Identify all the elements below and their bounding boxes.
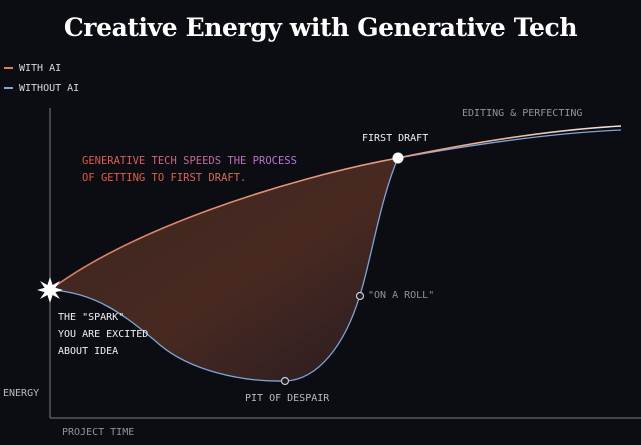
first-draft-label: FIRST DRAFT — [362, 133, 429, 144]
legend-label-without-ai: WITHOUT AI — [19, 82, 80, 94]
ai-speedup-note: GENERATIVE TECH SPEEDS THE PROCESS OF GE… — [82, 153, 297, 187]
note-line-1-text: GENERATIVE TECH SPEEDS THE PROCESS — [82, 155, 297, 167]
legend-swatch-without-ai — [4, 87, 13, 89]
spark-label-line-3: ABOUT IDEA — [58, 346, 119, 357]
on-a-roll-dot-icon — [355, 291, 365, 301]
spark-label-line-1: THE "SPARK" — [58, 312, 125, 323]
editing-label: EDITING & PERFECTING — [462, 108, 583, 119]
legend-item-with-ai: WITH AI — [4, 58, 79, 78]
diagram-title: Creative Energy with Generative Tech — [63, 13, 578, 42]
without-ai-curve — [49, 129, 622, 382]
spark-label: THE "SPARK" YOU ARE EXCITED ABOUT IDEA — [58, 309, 148, 360]
y-axis-label: ENERGY — [3, 388, 40, 399]
note-line-2: OF GETTING TO FIRST DRAFT. — [82, 170, 297, 187]
with-ai-curve — [49, 125, 622, 291]
x-axis-label: PROJECT TIME — [62, 427, 135, 438]
note-line-2-text: OF GETTING TO FIRST DRAFT. — [82, 172, 247, 184]
legend-label-with-ai: WITH AI — [19, 62, 62, 74]
on-a-roll-label: "ON A ROLL" — [368, 290, 435, 301]
legend: WITH AI WITHOUT AI — [4, 58, 79, 98]
pit-dot-icon — [280, 376, 290, 386]
spark-label-line-2: YOU ARE EXCITED — [58, 329, 149, 340]
pit-label: PIT OF DESPAIR — [245, 393, 330, 404]
time-saved-area — [50, 158, 398, 382]
legend-swatch-with-ai — [4, 67, 13, 69]
note-line-1: GENERATIVE TECH SPEEDS THE PROCESS — [82, 153, 297, 170]
first-draft-dot-icon — [392, 152, 404, 164]
legend-item-without-ai: WITHOUT AI — [4, 78, 79, 98]
spark-icon — [37, 277, 63, 303]
